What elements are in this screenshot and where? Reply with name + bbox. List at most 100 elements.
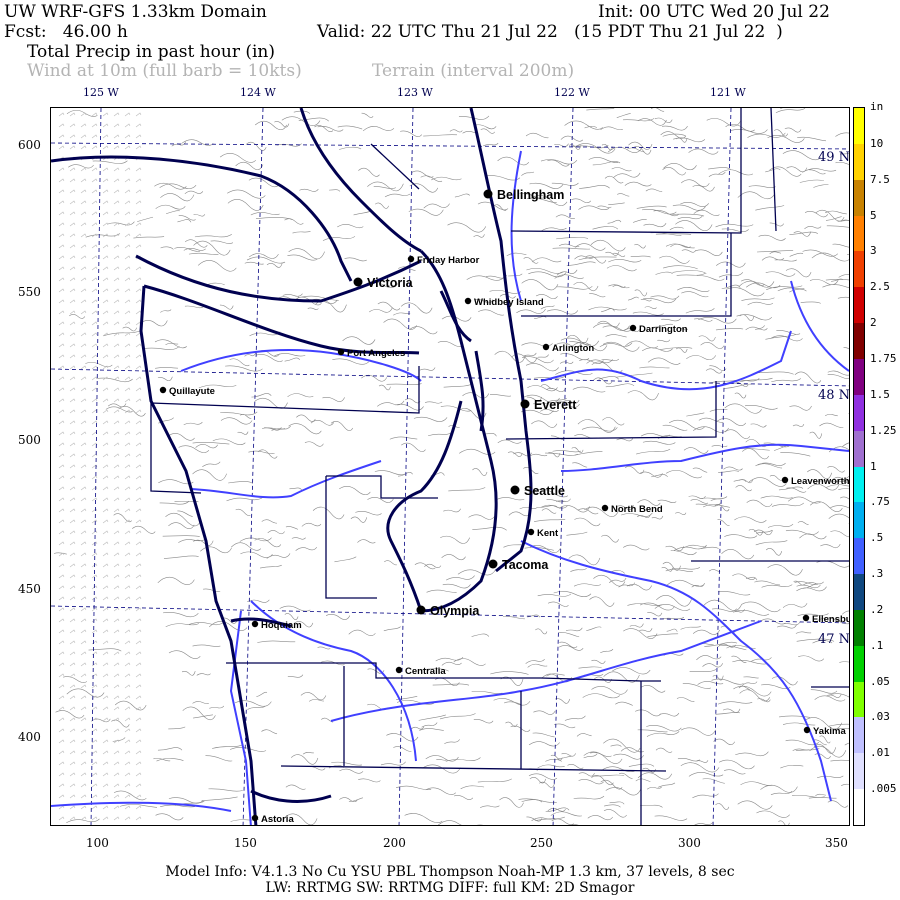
terrain-contour <box>767 135 805 143</box>
wind-barb <box>91 112 98 117</box>
terrain-contour <box>358 778 381 783</box>
wind-barb <box>80 717 87 722</box>
wind-barb <box>102 497 109 502</box>
terrain-contour <box>162 535 200 537</box>
terrain-contour <box>220 411 258 416</box>
wind-barb <box>58 772 65 777</box>
wind-barb <box>80 442 87 447</box>
colorbar-label: 1 <box>870 459 877 473</box>
colorbar-bin <box>854 143 864 181</box>
y-tick: 450 <box>18 582 41 596</box>
terrain-contour <box>534 316 547 319</box>
x-tick: 250 <box>530 836 553 850</box>
colorbar-label: .1 <box>870 638 884 652</box>
terrain-contour <box>474 299 494 304</box>
terrain-contour <box>210 240 234 244</box>
terrain-contour <box>229 358 250 367</box>
terrain-contour <box>738 479 754 484</box>
wind-barb <box>69 486 76 491</box>
terrain-contour <box>824 413 838 417</box>
wind-barb <box>135 200 142 205</box>
terrain-contour <box>535 294 558 300</box>
wind-barb <box>69 321 76 326</box>
terrain-contour <box>694 318 713 322</box>
terrain-contour <box>558 755 572 759</box>
terrain-contour <box>634 244 646 249</box>
terrain-contour <box>393 746 412 752</box>
terrain-contour <box>680 727 716 736</box>
terrain-contour <box>654 604 691 611</box>
terrain-contour <box>289 487 302 491</box>
terrain-contour <box>66 818 100 823</box>
city-dot <box>542 343 550 351</box>
terrain-contour <box>773 129 788 137</box>
wind-barb <box>91 200 98 205</box>
terrain-contour <box>809 501 843 512</box>
terrain-contour <box>568 554 601 566</box>
terrain-contour <box>174 247 201 252</box>
wind-barb <box>91 816 98 821</box>
terrain-contour <box>362 126 395 132</box>
terrain-contour <box>782 603 808 608</box>
terrain-contour <box>599 342 633 348</box>
terrain-contour <box>611 167 632 172</box>
terrain-contour <box>711 445 728 447</box>
terrain-contour <box>634 289 648 297</box>
wind-barb <box>69 332 76 337</box>
wind-barb <box>58 662 65 667</box>
terrain-contour <box>741 681 758 686</box>
wind-barb <box>102 640 109 645</box>
wind-barb <box>135 541 142 546</box>
wind-barb <box>58 761 65 766</box>
wind-barb <box>80 508 87 513</box>
terrain-contour <box>535 628 548 635</box>
terrain-contour <box>425 755 459 762</box>
terrain-contour <box>279 605 311 612</box>
wind-barb <box>69 189 76 194</box>
terrain-contour <box>690 499 709 504</box>
terrain-contour <box>723 466 743 471</box>
terrain-contour <box>551 435 564 441</box>
terrain-contour <box>731 655 747 663</box>
wind-barb <box>58 244 65 249</box>
terrain-contour <box>825 216 842 221</box>
terrain-contour <box>525 363 559 372</box>
wind-barb <box>69 629 76 634</box>
terrain-contour <box>483 142 499 147</box>
wind-barb <box>113 354 120 359</box>
terrain-contour <box>767 523 794 528</box>
terrain-contour <box>212 438 246 445</box>
terrain-contour <box>197 260 237 272</box>
terrain-contour <box>639 366 670 369</box>
terrain-contour <box>503 615 525 620</box>
wind-barb <box>69 266 76 271</box>
wind-barb <box>91 541 98 546</box>
wind-barb <box>135 695 142 700</box>
wind-barb <box>135 167 142 172</box>
terrain-contour <box>675 220 713 232</box>
terrain-contour <box>499 797 524 808</box>
wind-barb <box>102 717 109 722</box>
wind-barb <box>80 321 87 326</box>
wind-barb <box>58 299 65 304</box>
terrain-contour <box>119 804 158 808</box>
wind-barb <box>91 750 98 755</box>
wind-barb <box>113 211 120 216</box>
terrain-contour <box>640 804 663 808</box>
terrain-contour <box>528 773 558 780</box>
city-dot <box>803 726 811 734</box>
terrain-contour <box>682 683 711 689</box>
wind-barb <box>102 233 109 238</box>
wind-barb <box>58 453 65 458</box>
terrain-contour <box>400 130 422 137</box>
wind-barb <box>80 266 87 271</box>
terrain-contour <box>526 396 543 402</box>
wind-barb <box>91 244 98 249</box>
wind-barb <box>124 376 131 381</box>
wind-barb <box>58 519 65 524</box>
terrain-contour <box>444 739 460 744</box>
terrain-contour <box>668 419 705 430</box>
terrain-contour <box>812 640 833 644</box>
wind-barb <box>69 244 76 249</box>
terrain-contour <box>522 356 554 364</box>
